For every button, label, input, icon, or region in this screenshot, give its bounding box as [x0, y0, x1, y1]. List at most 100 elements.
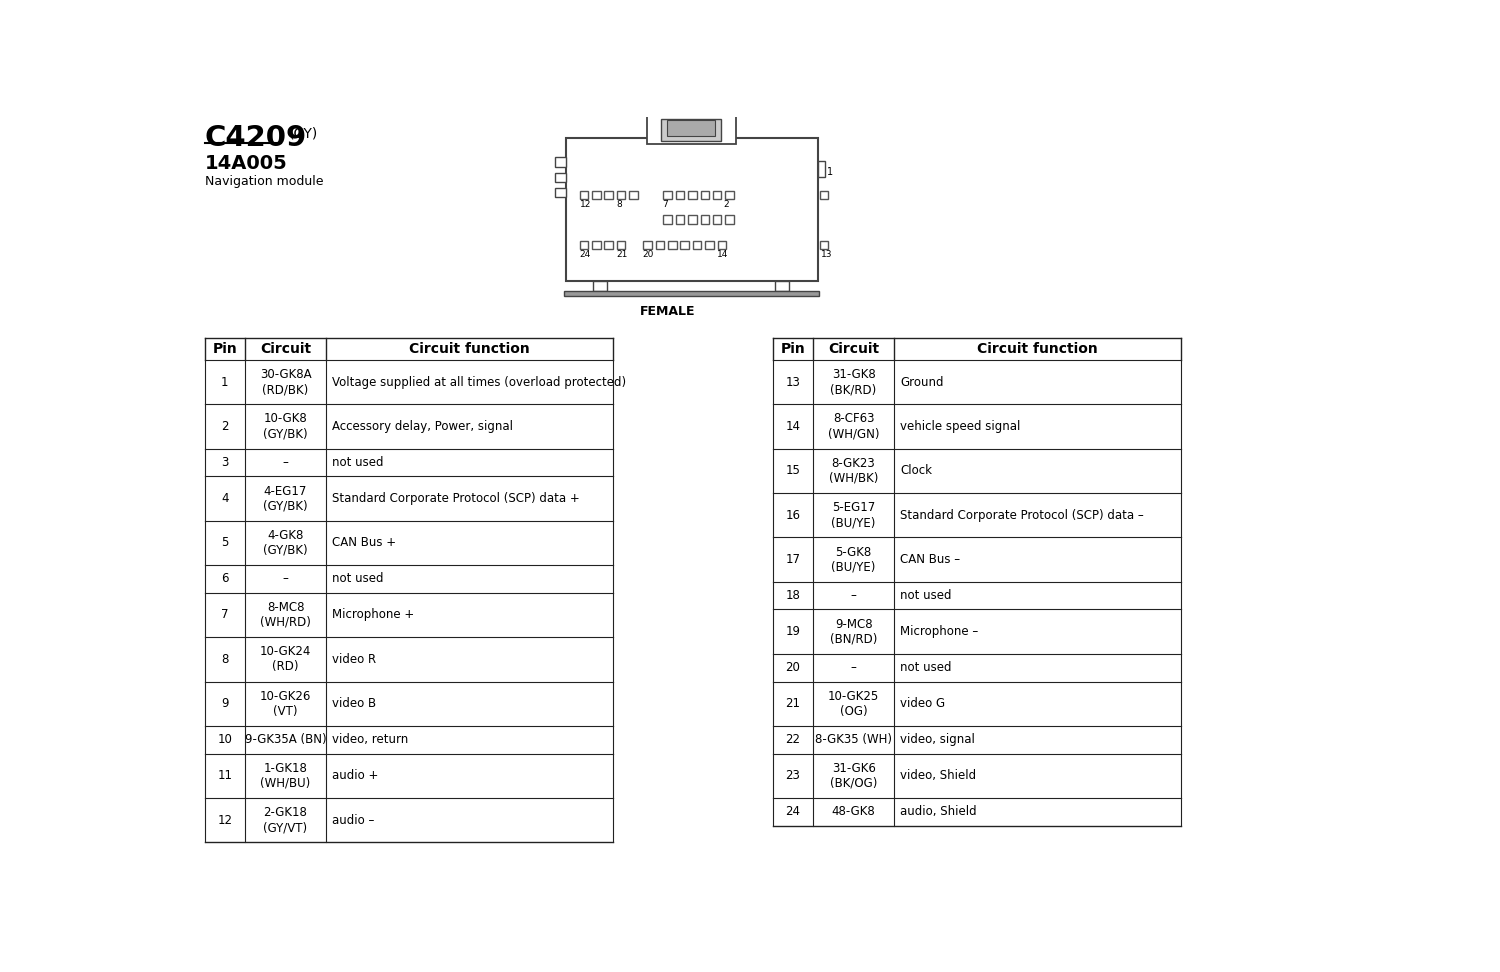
Bar [592, 191, 600, 199]
Text: 9-MC8
(BN/RD): 9-MC8 (BN/RD) [830, 617, 878, 645]
Bar [204, 726, 614, 753]
Bar [663, 215, 672, 224]
Bar [663, 191, 672, 199]
Text: 19: 19 [786, 625, 801, 638]
Bar [204, 565, 614, 593]
Text: 10: 10 [217, 733, 232, 746]
Bar [592, 281, 608, 292]
Text: video, Shield: video, Shield [900, 769, 977, 782]
Text: –: – [850, 589, 856, 602]
Text: video R: video R [333, 653, 376, 666]
Text: Circuit: Circuit [828, 342, 879, 356]
Text: 23: 23 [786, 769, 800, 782]
Text: 12: 12 [217, 814, 232, 826]
Text: 20: 20 [642, 250, 654, 259]
Bar [717, 241, 726, 249]
Bar [662, 119, 722, 141]
Bar [555, 173, 566, 182]
Bar [700, 215, 709, 224]
Text: 24: 24 [579, 250, 591, 259]
Bar [675, 215, 684, 224]
Bar [772, 726, 1180, 753]
Text: 31-GK6
(BK/OG): 31-GK6 (BK/OG) [830, 762, 878, 790]
Bar [204, 360, 614, 404]
Text: Microphone –: Microphone – [900, 625, 978, 638]
Text: 7: 7 [220, 608, 228, 621]
Text: CAN Bus +: CAN Bus + [333, 537, 396, 549]
Bar [726, 191, 734, 199]
Text: audio –: audio – [333, 814, 375, 826]
Text: 22: 22 [786, 733, 801, 746]
Bar [592, 241, 600, 249]
Bar [700, 191, 709, 199]
Text: 5-EG17
(BU/YE): 5-EG17 (BU/YE) [831, 502, 876, 529]
Bar [772, 609, 1180, 654]
Text: 18: 18 [786, 589, 800, 602]
Text: 16: 16 [786, 508, 801, 522]
Text: 20: 20 [786, 661, 800, 675]
Text: 11: 11 [217, 769, 232, 782]
Bar [204, 338, 614, 360]
Text: video B: video B [333, 697, 376, 711]
Bar [772, 360, 1180, 404]
Bar [646, 115, 736, 145]
Bar [604, 241, 613, 249]
Text: –: – [282, 573, 288, 585]
Bar [668, 241, 676, 249]
Bar [712, 191, 722, 199]
Text: 15: 15 [786, 465, 800, 477]
Text: video G: video G [900, 697, 945, 711]
Text: audio, Shield: audio, Shield [900, 805, 977, 818]
Bar [204, 753, 614, 798]
Bar [675, 191, 684, 199]
Text: 8: 8 [220, 653, 228, 666]
Text: Standard Corporate Protocol (SCP) data +: Standard Corporate Protocol (SCP) data + [333, 492, 580, 505]
Bar [688, 191, 696, 199]
Text: 6: 6 [220, 573, 228, 585]
Bar [204, 638, 614, 681]
Text: 30-GK8A
(RD/BK): 30-GK8A (RD/BK) [260, 368, 312, 397]
Bar [579, 241, 588, 249]
Text: 7: 7 [662, 200, 668, 209]
Text: 4-GK8
(GY/BK): 4-GK8 (GY/BK) [262, 529, 308, 557]
Bar [555, 157, 566, 166]
Text: 31-GK8
(BK/RD): 31-GK8 (BK/RD) [831, 368, 876, 397]
Bar [688, 215, 696, 224]
Text: audio +: audio + [333, 769, 380, 782]
Text: 8-CF63
(WH/GN): 8-CF63 (WH/GN) [828, 412, 879, 440]
Bar [630, 191, 638, 199]
Text: not used: not used [333, 573, 384, 585]
Bar [204, 449, 614, 476]
Text: Circuit: Circuit [260, 342, 310, 356]
Text: 2: 2 [724, 200, 729, 209]
Bar [204, 593, 614, 638]
Text: FEMALE: FEMALE [640, 305, 696, 318]
Bar [772, 654, 1180, 681]
Text: 17: 17 [786, 553, 801, 566]
Bar [681, 241, 688, 249]
Text: CAN Bus –: CAN Bus – [900, 553, 960, 566]
Text: 1: 1 [220, 375, 228, 389]
Text: 13: 13 [786, 375, 800, 389]
Bar [204, 476, 614, 521]
Bar [668, 121, 716, 136]
Bar [772, 538, 1180, 581]
Text: 12: 12 [579, 200, 591, 209]
Bar [204, 521, 614, 565]
Bar [776, 281, 789, 292]
Bar [772, 581, 1180, 609]
Text: Clock: Clock [900, 465, 933, 477]
Text: not used: not used [900, 589, 952, 602]
Text: video, signal: video, signal [900, 733, 975, 746]
Bar [821, 241, 828, 249]
Bar [818, 161, 825, 177]
Bar [772, 798, 1180, 825]
Bar [821, 191, 828, 199]
Text: 8: 8 [616, 200, 622, 209]
Bar [555, 189, 566, 197]
Text: 14A005: 14A005 [204, 154, 288, 173]
Text: 5: 5 [220, 537, 228, 549]
Text: 2: 2 [220, 420, 228, 433]
Text: 3: 3 [220, 456, 228, 469]
Text: 24: 24 [786, 805, 801, 818]
